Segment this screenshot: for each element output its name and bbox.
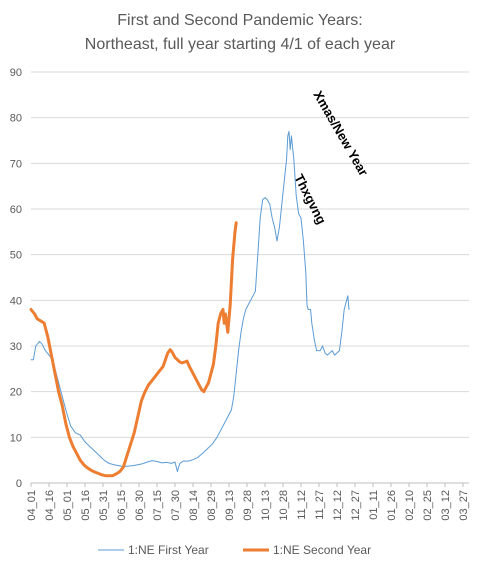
x-tick-label: 02_25 [422, 490, 434, 521]
chart-title-line-1: First and Second Pandemic Years: [117, 12, 362, 29]
x-tick-label: 10_28 [278, 490, 290, 521]
y-tick-label: 30 [10, 341, 22, 353]
x-tick-label: 12_12 [332, 490, 344, 521]
x-tick-label: 11_27 [314, 490, 326, 520]
y-tick-label: 90 [10, 67, 22, 79]
x-tick-label: 09_13 [224, 490, 236, 521]
x-tick-label: 08_29 [206, 490, 218, 521]
x-tick-label: 04_16 [44, 490, 56, 521]
y-axis-labels: 0 10 20 30 40 50 60 70 80 90 [10, 67, 22, 490]
x-tick-label: 12_27 [350, 490, 362, 521]
x-tick-label: 04_01 [26, 490, 38, 521]
legend-label-first-year: 1:NE First Year [128, 543, 209, 557]
x-tick-label: 10_13 [260, 490, 272, 521]
x-tick-label: 03_27 [458, 490, 470, 521]
y-tick-label: 60 [10, 204, 22, 216]
y-tick-label: 10 [10, 432, 22, 444]
y-tick-label: 70 [10, 158, 22, 170]
x-tick-label: 01_11 [368, 490, 380, 520]
y-tick-label: 20 [10, 387, 22, 399]
x-tick-label: 11_12 [296, 490, 308, 520]
legend-label-second-year: 1:NE Second Year [273, 543, 371, 557]
x-axis-labels: 04_01 04_16 05_01 05_16 05_31 06_15 06_30 07_15… [26, 483, 470, 521]
x-tick-label: 05_01 [62, 490, 74, 521]
y-tick-label: 0 [16, 478, 22, 490]
x-tick-label: 09_28 [242, 490, 254, 521]
annotation-xmas-new-year: Xmas/New Year [310, 88, 371, 179]
y-tick-label: 50 [10, 250, 22, 262]
x-tick-label: 07_15 [152, 490, 164, 521]
chart-title-line-2: Northeast, full year starting 4/1 of eac… [85, 36, 396, 53]
x-tick-label: 03_12 [440, 490, 452, 521]
gridlines [31, 71, 469, 484]
x-tick-label: 07_30 [170, 490, 182, 521]
x-tick-label: 01_26 [386, 490, 398, 521]
series-lines [29, 130, 350, 478]
x-tick-label: 05_16 [80, 490, 92, 521]
y-tick-label: 40 [10, 295, 22, 307]
x-tick-label: 06_30 [134, 490, 146, 521]
x-tick-label: 02_10 [404, 490, 416, 521]
series-line-2 [29, 221, 238, 478]
x-tick-label: 06_15 [116, 490, 128, 521]
x-tick-label: 05_31 [98, 490, 110, 521]
legend: 1:NE First Year 1:NE Second Year [98, 543, 371, 557]
y-tick-label: 80 [10, 113, 22, 125]
x-tick-label: 08_14 [188, 490, 200, 521]
series-line-1 [30, 130, 350, 473]
